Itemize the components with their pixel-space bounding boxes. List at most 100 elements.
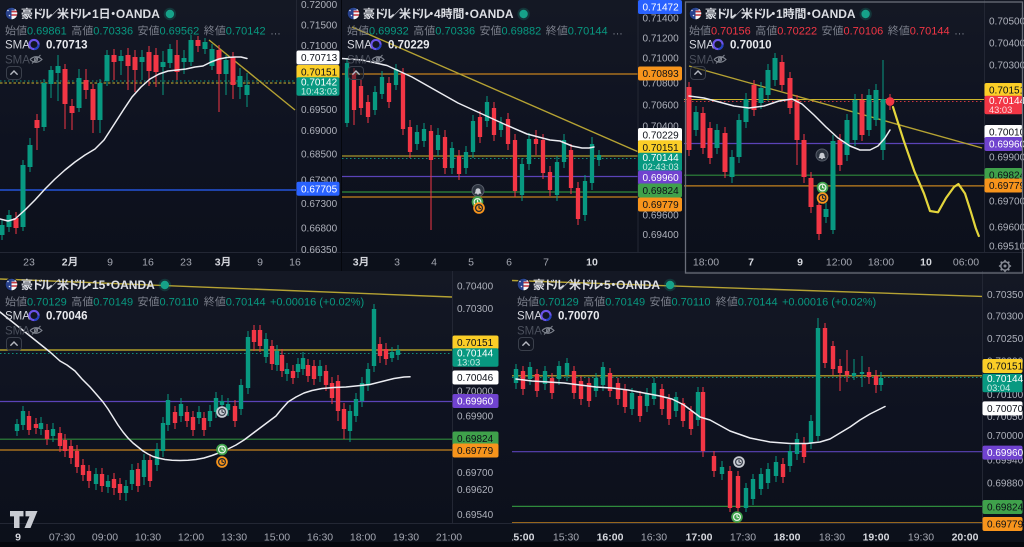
svg-text:18:00: 18:00 bbox=[868, 256, 894, 268]
svg-text:0.69880: 0.69880 bbox=[987, 479, 1024, 490]
svg-text:15:30: 15:30 bbox=[553, 531, 579, 542]
svg-text:0.69700: 0.69700 bbox=[989, 197, 1024, 208]
svg-text:0.70110: 0.70110 bbox=[160, 297, 199, 309]
svg-text:0.70144: 0.70144 bbox=[457, 349, 494, 360]
svg-text:0.69540: 0.69540 bbox=[457, 510, 494, 521]
svg-text:12:00: 12:00 bbox=[178, 531, 204, 542]
svg-text:0.70046: 0.70046 bbox=[46, 311, 88, 323]
svg-text:0.69824: 0.69824 bbox=[457, 434, 494, 445]
svg-text:0.70151: 0.70151 bbox=[989, 86, 1024, 97]
svg-text:0.69861: 0.69861 bbox=[27, 26, 67, 38]
svg-text:0.70149: 0.70149 bbox=[605, 297, 645, 309]
svg-text:16:30: 16:30 bbox=[307, 531, 333, 542]
svg-text:3: 3 bbox=[353, 256, 359, 268]
svg-text:0.69779: 0.69779 bbox=[989, 181, 1024, 192]
svg-text:12:00: 12:00 bbox=[826, 256, 852, 268]
svg-text:SMA: SMA bbox=[689, 40, 714, 52]
svg-text:19:30: 19:30 bbox=[393, 531, 419, 542]
svg-text:0.70151: 0.70151 bbox=[643, 143, 680, 154]
svg-text:10: 10 bbox=[586, 256, 598, 268]
svg-text:SMA: SMA bbox=[347, 40, 372, 52]
svg-text:SMA: SMA bbox=[517, 311, 542, 323]
svg-text:0.70400: 0.70400 bbox=[457, 282, 494, 293]
svg-text:16:00: 16:00 bbox=[597, 531, 624, 542]
svg-text:0.71472: 0.71472 bbox=[643, 3, 680, 14]
svg-text:0.70151: 0.70151 bbox=[457, 338, 494, 349]
svg-text:23: 23 bbox=[23, 256, 35, 268]
svg-text:2: 2 bbox=[62, 256, 68, 268]
svg-text:0.69960: 0.69960 bbox=[643, 173, 680, 184]
svg-text:0.70336: 0.70336 bbox=[93, 26, 133, 38]
svg-text:1: 1 bbox=[776, 7, 783, 21]
svg-text:OANDA: OANDA bbox=[812, 7, 856, 21]
svg-text:02:43:03: 02:43:03 bbox=[643, 162, 679, 172]
svg-text:20:00: 20:00 bbox=[952, 531, 979, 542]
svg-text:0.68500: 0.68500 bbox=[301, 149, 338, 160]
svg-text:…: … bbox=[612, 26, 623, 38]
svg-text:0.70000: 0.70000 bbox=[457, 387, 494, 398]
svg-text:0.70010: 0.70010 bbox=[730, 40, 772, 52]
svg-text:7: 7 bbox=[748, 256, 754, 268]
svg-text:13:03: 13:03 bbox=[457, 357, 480, 367]
svg-text:0.69900: 0.69900 bbox=[457, 412, 494, 423]
svg-text:0.69824: 0.69824 bbox=[989, 171, 1024, 182]
svg-text:0.70129: 0.70129 bbox=[27, 297, 67, 309]
svg-text:0.69700: 0.69700 bbox=[457, 468, 494, 479]
svg-text:5: 5 bbox=[468, 256, 474, 268]
svg-text:0.70050: 0.70050 bbox=[987, 412, 1024, 423]
svg-text:0.72000: 0.72000 bbox=[301, 0, 338, 11]
svg-text:9: 9 bbox=[797, 256, 803, 268]
svg-text:0.70250: 0.70250 bbox=[987, 334, 1024, 345]
svg-text:15: 15 bbox=[92, 278, 106, 292]
svg-text:OANDA: OANDA bbox=[470, 7, 514, 21]
svg-text:0.67300: 0.67300 bbox=[301, 199, 338, 210]
svg-text:SMA: SMA bbox=[347, 55, 372, 67]
svg-text:OANDA: OANDA bbox=[111, 278, 155, 292]
svg-text:0.70144: 0.70144 bbox=[568, 26, 608, 38]
svg-text:0.69400: 0.69400 bbox=[643, 230, 680, 241]
svg-text:0.69960: 0.69960 bbox=[457, 397, 494, 408]
svg-text:18:30: 18:30 bbox=[819, 531, 845, 542]
svg-text:0.69600: 0.69600 bbox=[643, 211, 680, 222]
svg-text:07:30: 07:30 bbox=[49, 531, 75, 542]
svg-text:10: 10 bbox=[920, 256, 932, 268]
svg-text:SMA: SMA bbox=[5, 311, 30, 323]
svg-text:0.70229: 0.70229 bbox=[643, 131, 680, 142]
svg-text:0.71400: 0.71400 bbox=[643, 13, 680, 24]
svg-text:0.69510: 0.69510 bbox=[989, 242, 1024, 253]
svg-text:09:00: 09:00 bbox=[92, 531, 118, 542]
svg-text:0.70300: 0.70300 bbox=[987, 312, 1024, 323]
svg-text:0.71000: 0.71000 bbox=[643, 53, 680, 64]
svg-text:21:00: 21:00 bbox=[436, 531, 462, 542]
svg-text:SMA: SMA bbox=[5, 326, 30, 338]
svg-text:43:03: 43:03 bbox=[989, 105, 1012, 115]
svg-text:0.70010: 0.70010 bbox=[989, 128, 1024, 139]
svg-text:17:30: 17:30 bbox=[730, 531, 756, 542]
svg-text:0.70106: 0.70106 bbox=[844, 26, 884, 38]
svg-text:18:00: 18:00 bbox=[774, 531, 801, 542]
svg-text:9: 9 bbox=[15, 531, 21, 542]
svg-text:0.70222: 0.70222 bbox=[777, 26, 817, 38]
svg-text:0.70300: 0.70300 bbox=[989, 61, 1024, 72]
svg-text:3: 3 bbox=[215, 256, 221, 268]
svg-text:18:00: 18:00 bbox=[350, 531, 376, 542]
svg-text:0.70144: 0.70144 bbox=[738, 297, 778, 309]
svg-text:+0.00016 (+0.02%): +0.00016 (+0.02%) bbox=[782, 297, 876, 309]
svg-text:19:00: 19:00 bbox=[863, 531, 890, 542]
svg-text:SMA: SMA bbox=[689, 55, 714, 67]
svg-text:0.69824: 0.69824 bbox=[987, 503, 1024, 514]
svg-text:0.69000: 0.69000 bbox=[301, 126, 338, 137]
svg-text:4: 4 bbox=[431, 256, 437, 268]
svg-text:0.66350: 0.66350 bbox=[301, 245, 338, 256]
svg-text:0.71500: 0.71500 bbox=[301, 21, 338, 32]
svg-text:3: 3 bbox=[394, 256, 400, 268]
svg-text:0.69900: 0.69900 bbox=[989, 153, 1024, 164]
svg-text:0.70300: 0.70300 bbox=[457, 304, 494, 315]
svg-text:0.69932: 0.69932 bbox=[369, 26, 409, 38]
svg-text:0.70800: 0.70800 bbox=[643, 79, 680, 90]
svg-text:0.70142: 0.70142 bbox=[301, 78, 338, 89]
svg-text:0.70070: 0.70070 bbox=[987, 404, 1024, 415]
svg-text:19:30: 19:30 bbox=[908, 531, 934, 542]
svg-text:0.69779: 0.69779 bbox=[643, 200, 680, 211]
svg-text:0.70336: 0.70336 bbox=[435, 26, 475, 38]
